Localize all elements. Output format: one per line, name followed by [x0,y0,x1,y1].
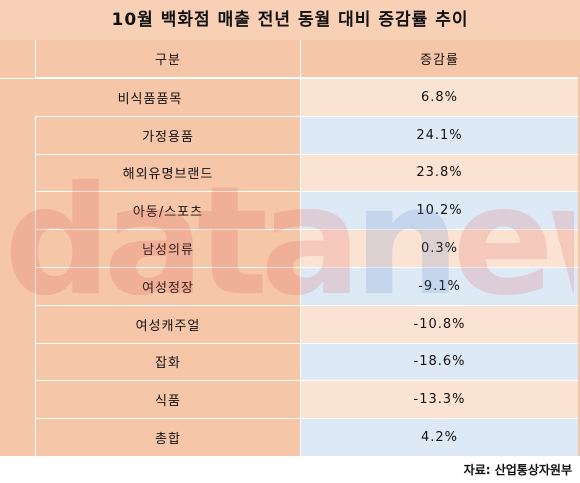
row-label: 해외유명브랜드 [35,153,300,192]
row-value: -18.6% [300,342,578,381]
table-row: 총합 4.2% [0,418,580,456]
row-label: 아동/스포츠 [35,191,300,230]
row-value: -10.8% [300,304,578,343]
page-title: 10월 백화점 매출 전년 동월 대비 증감률 추이 [111,10,469,30]
row-label: 여성정장 [35,267,300,305]
row-value: 6.8% [300,78,578,116]
row-label: 잡화 [35,342,300,381]
table-row: 여성정장 -9.1% [0,267,580,305]
row-value: 23.8% [300,153,578,192]
row-label: 가정용품 [35,115,300,154]
table-header-row: 구분 증감률 [0,40,580,78]
header-change-rate: 증감률 [300,40,578,78]
row-value: 0.3% [300,229,578,267]
row-value: -9.1% [300,267,578,305]
table-row: 아동/스포츠 10.2% [0,191,580,230]
table-row: 식품 -13.3% [0,380,580,419]
source-note: 자료: 산업통상자원부 [463,463,572,477]
row-value: 24.1% [300,115,578,154]
row-value: 4.2% [300,418,578,456]
row-value: -13.3% [300,380,578,419]
table-row: 여성캐주얼 -10.8% [0,304,580,343]
table-row: 가정용품 24.1% [0,115,580,154]
header-category: 구분 [35,40,300,78]
title-band [0,0,580,40]
table-row: 비식품품목 6.8% [0,78,580,116]
row-label: 비식품품목 [0,78,300,116]
table-row: 남성의류 0.3% [0,229,580,267]
table-row: 잡화 -18.6% [0,342,580,381]
row-label: 여성캐주얼 [35,304,300,343]
row-label: 식품 [35,380,300,419]
table-row: 해외유명브랜드 23.8% [0,153,580,192]
row-value: 10.2% [300,191,578,230]
row-label: 남성의류 [35,229,300,267]
row-label: 총합 [35,418,300,456]
